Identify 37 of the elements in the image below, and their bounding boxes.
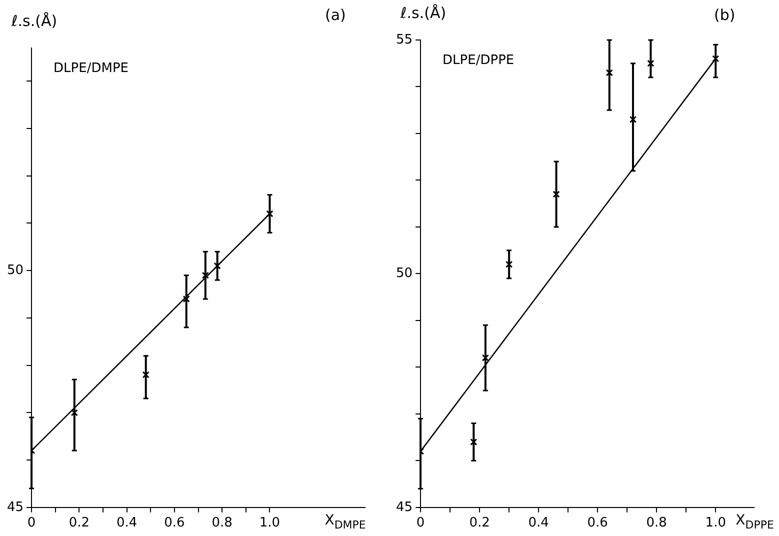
- y-tick-label: 45: [6, 500, 24, 515]
- x-tick-label: 1.0: [259, 516, 280, 531]
- x-tick-label: 0.2: [68, 516, 90, 531]
- x-tick-label: 0: [27, 516, 36, 531]
- x-tick-label: 1.0: [705, 516, 726, 531]
- point: [629, 116, 637, 124]
- x-tick-label: 0.6: [587, 516, 608, 531]
- y-tick-label: 45: [396, 500, 413, 515]
- point: [712, 55, 720, 62]
- x-tick-label: 0.2: [469, 516, 490, 531]
- x-tick-label: 0.8: [212, 516, 232, 531]
- text: (b): [714, 6, 736, 24]
- y-tick-label: 55: [396, 32, 413, 48]
- point: [505, 260, 513, 268]
- text: DLPE/DPPE: [442, 53, 514, 68]
- point: [482, 354, 490, 362]
- text: (a): [325, 6, 346, 24]
- point: [470, 438, 478, 446]
- x-tick-label: 0: [416, 516, 425, 531]
- point: [266, 210, 274, 218]
- point: [214, 262, 221, 270]
- x-tick-label: 0.6: [164, 516, 185, 531]
- point: [552, 190, 560, 198]
- x-tick-label: 0.4: [528, 516, 549, 531]
- point: [647, 60, 654, 67]
- x-tick-label: 0.4: [116, 516, 138, 531]
- text: DLPE/DMPE: [54, 61, 129, 76]
- y-tick-label: 50: [6, 262, 24, 278]
- point: [70, 409, 78, 416]
- point: [202, 272, 209, 279]
- y-axis-title: ℓ.s.(Å): [10, 12, 58, 30]
- y-tick-label: 50: [396, 266, 413, 282]
- point: [142, 371, 150, 378]
- point: [606, 69, 613, 76]
- y-axis-title: ℓ.s.(Å): [400, 4, 446, 22]
- x-tick-label: 0.8: [646, 516, 667, 531]
- point: [182, 295, 190, 303]
